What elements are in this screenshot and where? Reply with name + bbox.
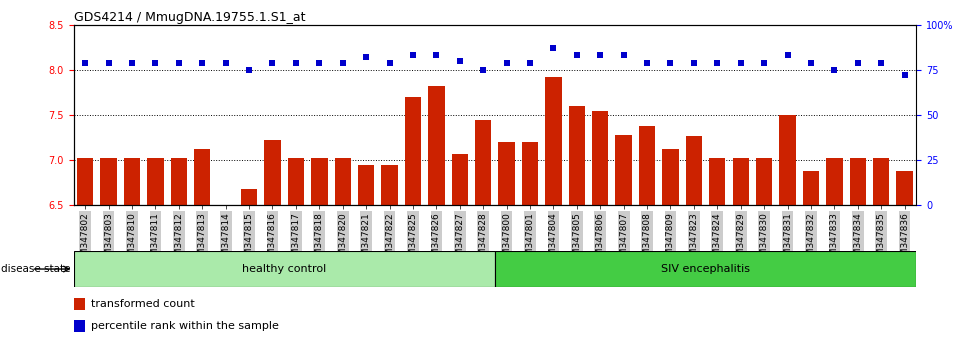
Point	[733, 60, 749, 65]
Bar	[662, 149, 679, 205]
Point	[335, 60, 351, 65]
Bar	[568, 106, 585, 205]
Text: healthy control: healthy control	[242, 264, 326, 274]
Bar	[74, 320, 85, 332]
Point	[780, 53, 796, 58]
Point	[382, 60, 398, 65]
Bar	[850, 158, 866, 205]
Point	[452, 58, 467, 64]
Point	[405, 53, 420, 58]
Bar	[288, 158, 304, 205]
Point	[710, 60, 725, 65]
Point	[873, 60, 889, 65]
Point	[546, 45, 562, 51]
Point	[639, 60, 655, 65]
Bar	[639, 126, 656, 205]
Point	[288, 60, 304, 65]
Bar	[475, 120, 491, 205]
Bar	[873, 158, 890, 205]
Bar	[405, 97, 421, 205]
Bar	[358, 165, 374, 205]
Text: SIV encephalitis: SIV encephalitis	[662, 264, 750, 274]
Bar	[710, 158, 725, 205]
Bar	[265, 140, 280, 205]
Point	[569, 53, 585, 58]
Point	[803, 60, 818, 65]
Bar	[545, 77, 562, 205]
Bar	[897, 171, 912, 205]
Bar	[686, 136, 702, 205]
Bar	[826, 158, 843, 205]
Bar	[803, 171, 819, 205]
Bar	[171, 158, 187, 205]
Bar	[100, 158, 117, 205]
Bar	[334, 158, 351, 205]
Point	[592, 53, 608, 58]
Point	[428, 53, 444, 58]
Bar	[311, 158, 327, 205]
Bar	[241, 189, 258, 205]
Point	[218, 60, 233, 65]
Bar	[77, 158, 93, 205]
Bar	[452, 154, 468, 205]
Bar	[495, 251, 916, 287]
Bar	[615, 135, 632, 205]
Point	[241, 67, 257, 73]
Text: disease state: disease state	[1, 264, 71, 274]
Bar	[592, 110, 609, 205]
Point	[148, 60, 164, 65]
Point	[826, 67, 842, 73]
Point	[124, 60, 140, 65]
Bar	[756, 158, 772, 205]
Point	[897, 73, 912, 78]
Point	[850, 60, 865, 65]
Bar	[74, 251, 495, 287]
Bar	[521, 142, 538, 205]
Point	[77, 60, 93, 65]
Bar	[74, 298, 85, 310]
Point	[359, 55, 374, 60]
Point	[194, 60, 210, 65]
Point	[101, 60, 117, 65]
Bar	[381, 165, 398, 205]
Text: transformed count: transformed count	[91, 299, 195, 309]
Point	[265, 60, 280, 65]
Bar	[499, 142, 514, 205]
Point	[615, 53, 631, 58]
Point	[686, 60, 702, 65]
Point	[757, 60, 772, 65]
Point	[171, 60, 186, 65]
Bar	[147, 158, 164, 205]
Bar	[194, 149, 211, 205]
Point	[522, 60, 538, 65]
Bar	[123, 158, 140, 205]
Bar	[779, 115, 796, 205]
Bar	[732, 158, 749, 205]
Point	[499, 60, 514, 65]
Text: GDS4214 / MmugDNA.19755.1.S1_at: GDS4214 / MmugDNA.19755.1.S1_at	[74, 11, 305, 24]
Bar	[428, 86, 445, 205]
Point	[475, 67, 491, 73]
Text: percentile rank within the sample: percentile rank within the sample	[91, 321, 279, 331]
Point	[312, 60, 327, 65]
Point	[662, 60, 678, 65]
